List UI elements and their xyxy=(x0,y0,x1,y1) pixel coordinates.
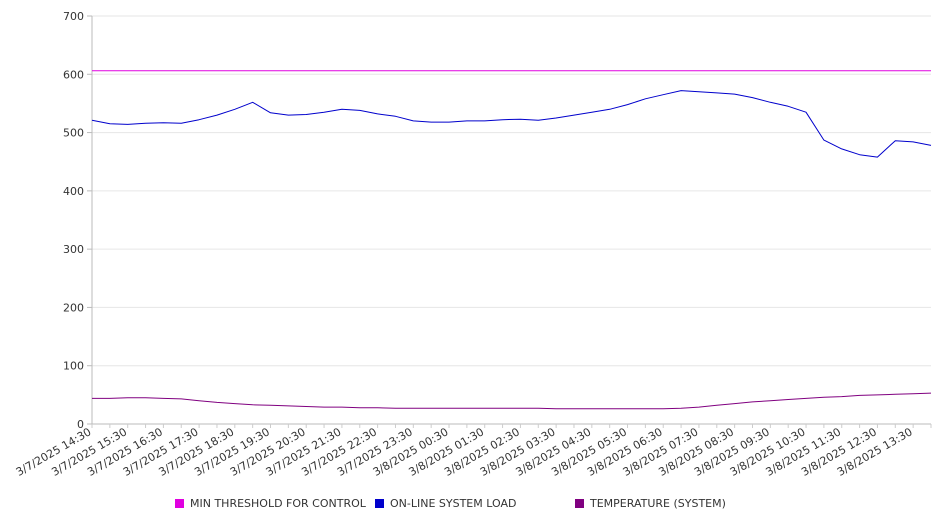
legend: MIN THRESHOLD FOR CONTROL ON-LINE SYSTEM… xyxy=(0,497,946,513)
y-tick-label: 700 xyxy=(63,10,84,23)
legend-item-system-load[interactable]: ON-LINE SYSTEM LOAD xyxy=(375,497,516,510)
legend-label-temperature: TEMPERATURE (SYSTEM) xyxy=(590,497,726,510)
temperature-line xyxy=(92,392,932,410)
y-tick-label: 200 xyxy=(63,301,84,314)
y-tick-label: 100 xyxy=(63,360,84,373)
legend-swatch-temperature xyxy=(575,499,584,508)
legend-item-threshold[interactable]: MIN THRESHOLD FOR CONTROL xyxy=(175,497,366,510)
y-tick-label: 0 xyxy=(77,418,84,431)
legend-swatch-threshold xyxy=(175,499,184,508)
y-tick-label: 400 xyxy=(63,185,84,198)
y-tick-label: 600 xyxy=(63,68,84,81)
legend-label-threshold: MIN THRESHOLD FOR CONTROL xyxy=(190,497,366,510)
system-load-line xyxy=(91,90,932,158)
series-lines xyxy=(91,70,932,410)
y-tick-label: 500 xyxy=(63,127,84,140)
gridlines xyxy=(92,15,931,367)
y-axis-ticks: 0 100 200 300 400 500 600 700 xyxy=(63,10,92,431)
legend-item-temperature[interactable]: TEMPERATURE (SYSTEM) xyxy=(575,497,726,510)
y-tick-label: 300 xyxy=(63,243,84,256)
legend-swatch-system-load xyxy=(375,499,384,508)
legend-label-system-load: ON-LINE SYSTEM LOAD xyxy=(390,497,517,510)
axes xyxy=(91,16,931,425)
x-axis-ticks: 3/7/2025 14:303/7/2025 15:303/7/2025 16:… xyxy=(14,424,932,479)
